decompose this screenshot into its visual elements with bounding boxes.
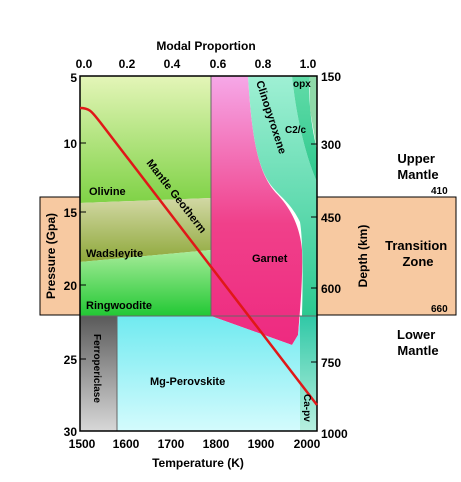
transition-zone-label: Transition Zone: [385, 238, 451, 269]
left-tick: 5: [70, 71, 77, 85]
label-ca-pv: Ca-pv: [301, 394, 312, 422]
lower-mantle-label: Lower Mantle: [397, 327, 439, 358]
boundary-660-label: 660: [431, 304, 448, 315]
left-axis-label: Pressure (Gpa): [44, 213, 58, 299]
top-tick: 0.0: [76, 57, 93, 71]
top-axis-label: Modal Proportion: [156, 39, 255, 53]
mg-perovskite-field: [117, 316, 300, 431]
left-tick: 30: [64, 425, 78, 439]
right-tick: 600: [321, 282, 341, 296]
label-ringwoodite: Ringwoodite: [86, 300, 152, 312]
top-tick: 0.8: [255, 57, 272, 71]
ferropericlase-field: [80, 316, 117, 431]
right-tick: 1000: [321, 427, 348, 441]
right-axis-label: Depth (km): [356, 225, 370, 288]
olivine-field: [80, 76, 211, 203]
bottom-tick: 1800: [203, 437, 230, 451]
bottom-tick: 1700: [158, 437, 185, 451]
c2c-field: [292, 76, 317, 182]
left-tick: 20: [64, 279, 78, 293]
lower-mantle-line2: Mantle: [397, 343, 438, 358]
phase-fields: [79, 75, 318, 432]
label-c2c: C2/c: [285, 125, 307, 136]
left-tick: 15: [64, 206, 78, 220]
top-axis-ticks: 0.0 0.2 0.4 0.6 0.8 1.0: [76, 57, 317, 71]
top-tick: 0.4: [164, 57, 181, 71]
label-wadsleyite: Wadsleyite: [86, 248, 143, 260]
clinopyroxene-field: [248, 76, 317, 316]
left-tick: 10: [64, 137, 78, 151]
opx-field: [310, 76, 317, 150]
label-mg-perovskite: Mg-Perovskite: [150, 376, 225, 388]
right-axis-tickmarks: [311, 143, 317, 363]
upper-mantle-line1: Upper: [397, 151, 435, 166]
zone-labels: Upper Mantle Transition Zone Lower Mantl…: [385, 151, 451, 358]
label-opx: opx: [293, 79, 311, 90]
label-garnet: Garnet: [252, 253, 288, 265]
bottom-axis-label: Temperature (K): [152, 456, 244, 470]
right-tick: 300: [321, 138, 341, 152]
ringwoodite-field: [80, 250, 211, 316]
ca-pv-field: [300, 316, 317, 431]
right-tick: 450: [321, 211, 341, 225]
right-tick: 150: [321, 70, 341, 84]
left-tick: 25: [64, 353, 78, 367]
bottom-tick: 1900: [248, 437, 275, 451]
garnet-field: [211, 76, 303, 345]
label-olivine: Olivine: [89, 186, 126, 198]
label-ferropericlase: Ferropericlase: [91, 334, 102, 403]
top-tick: 1.0: [300, 57, 317, 71]
bottom-axis-ticks: 1500 1600 1700 1800 1900 2000: [69, 437, 321, 451]
mantle-geotherm-line: [79, 106, 318, 406]
top-tick: 0.2: [119, 57, 136, 71]
top-tick: 0.6: [210, 57, 227, 71]
bottom-tick: 2000: [294, 437, 321, 451]
upper-mantle-label: Upper Mantle: [397, 151, 438, 182]
right-axis-ticks: 150 300 450 600 750 1000: [321, 70, 348, 441]
right-tick: 750: [321, 356, 341, 370]
transition-zone-line1: Transition: [385, 238, 447, 253]
left-axis-tickmarks: [80, 142, 86, 360]
bottom-tick: 1600: [113, 437, 140, 451]
wadsleyite-field: [80, 198, 211, 262]
boundary-410-label: 410: [431, 186, 448, 197]
upper-mantle-line2: Mantle: [397, 167, 438, 182]
lower-mantle-line1: Lower: [397, 327, 435, 342]
bottom-tick: 1500: [69, 437, 96, 451]
transition-zone-line2: Zone: [402, 254, 433, 269]
left-axis-ticks: 5 10 15 20 25 30: [64, 71, 78, 439]
